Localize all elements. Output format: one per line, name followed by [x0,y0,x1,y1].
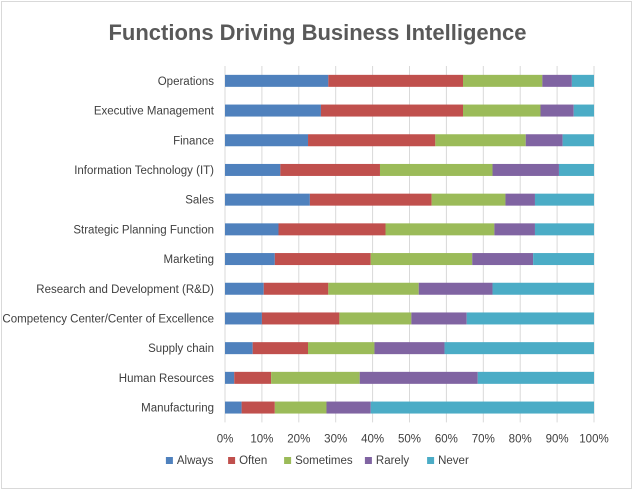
bar-segment-always [225,342,253,355]
bar-segment-always [225,193,310,206]
x-tick-label: 70% [472,433,495,445]
bar-segment-rarely [472,253,534,266]
bar-segment-always [225,223,279,236]
category-label: Manufacturing [141,403,214,415]
bar-segment-rarely [359,371,478,384]
x-tick-label: 0% [217,433,234,445]
bar-segment-rarely [374,342,445,355]
bar-segment-never [558,163,594,176]
bar-segment-never [534,223,594,236]
bar-segment-often [278,223,386,236]
category-label: Operations [158,76,215,88]
bar-segment-always [225,104,321,117]
bar-segment-never [534,193,594,206]
category-label: Competency Center/Center of Excellence [2,313,214,325]
bar-segment-never [444,342,594,355]
x-tick-label: 80% [509,433,532,445]
category-label: Marketing [164,254,215,266]
bar-segment-often [252,342,309,355]
bar-segment-always [225,401,242,414]
bar-segment-sometimes [339,312,412,325]
bar-segment-sometimes [274,401,327,414]
legend-swatch-sometimes [284,457,292,464]
bar-segment-always [225,312,262,325]
bar-segment-always [225,253,275,266]
x-tick-label: 90% [546,433,569,445]
x-tick-label: 50% [398,433,421,445]
bar-segment-rarely [542,74,572,87]
bar-segment-often [320,104,464,117]
bar-segment-never [370,401,594,414]
bar-segment-sometimes [435,134,526,147]
legend-label-sometimes: Sometimes [295,455,353,467]
bar-segment-often [328,74,464,87]
bar-segment-never [571,74,594,87]
bar-segment-never [562,134,594,147]
bar-segment-often [274,253,371,266]
bar-segment-often [280,163,380,176]
category-label: Strategic Planning Function [73,224,214,236]
bar-segment-rarely [326,401,371,414]
bar-segment-always [225,371,235,384]
bar-segment-sometimes [379,163,493,176]
legend-swatch-never [427,457,435,464]
category-label: Human Resources [119,373,214,385]
category-label: Research and Development (R&D) [36,284,214,296]
legend-label-always: Always [177,455,214,467]
bar-segment-sometimes [463,74,543,87]
bar-segment-often [309,193,432,206]
legend-swatch-rarely [364,457,372,464]
category-label: Executive Management [94,106,215,118]
bar-segment-rarely [505,193,535,206]
bar-segment-rarely [492,163,559,176]
legend-label-rarely: Rarely [376,455,409,467]
bar-segment-never [573,104,594,117]
bar-segment-never [492,282,594,295]
bar-segment-rarely [540,104,574,117]
x-tick-label: 40% [361,433,384,445]
bar-segment-often [241,401,275,414]
x-tick-label: 60% [435,433,458,445]
x-tick-label: 10% [250,433,273,445]
category-label: Finance [173,135,214,147]
bar-segment-sometimes [385,223,495,236]
bar-segment-sometimes [431,193,506,206]
bar-segment-rarely [418,282,493,295]
category-label: Information Technology (IT) [74,165,214,177]
bar-segment-often [308,134,436,147]
bar-segment-sometimes [463,104,541,117]
bar-segment-sometimes [328,282,419,295]
bar-segment-often [263,282,329,295]
bar-segment-sometimes [370,253,473,266]
bar-segment-rarely [494,223,535,236]
bar-segment-always [225,134,309,147]
bar-segment-sometimes [308,342,375,355]
bar-segment-rarely [411,312,467,325]
bar-segment-always [225,163,281,176]
category-label: Sales [185,195,214,207]
bar-segment-sometimes [271,371,360,384]
bar-segment-rarely [525,134,563,147]
legend-label-never: Never [438,455,469,467]
bar-segment-always [225,282,264,295]
x-tick-label: 20% [287,433,310,445]
x-tick-label: 30% [324,433,347,445]
legend-label-often: Often [239,455,267,467]
bar-segment-often [234,371,272,384]
bar-segment-always [225,74,329,87]
bar-segment-never [466,312,594,325]
bar-segment-often [261,312,340,325]
category-label: Supply chain [148,343,214,355]
legend-swatch-often [228,457,236,464]
legend-swatch-always [165,457,173,464]
bar-segment-never [477,371,594,384]
chart-title: Functions Driving Business Intelligence [108,20,527,45]
bar-segment-never [533,253,594,266]
x-tick-label: 100% [579,433,608,445]
